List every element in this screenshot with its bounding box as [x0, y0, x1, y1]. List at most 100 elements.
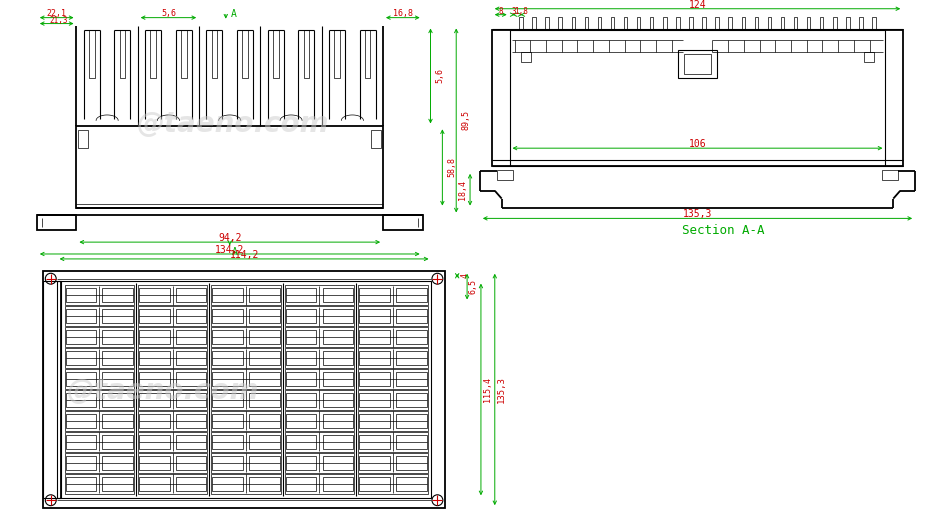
Bar [65, 390, 134, 410]
Bar [358, 474, 428, 494]
Bar [286, 414, 316, 428]
Bar [359, 414, 390, 428]
Bar [249, 288, 280, 302]
Bar [273, 30, 278, 79]
Bar [176, 309, 206, 323]
Bar [138, 411, 207, 431]
Bar [598, 17, 601, 31]
Bar [833, 17, 837, 31]
Bar [213, 393, 243, 407]
Bar [359, 372, 390, 386]
Bar [139, 456, 169, 470]
Text: 5,6: 5,6 [436, 69, 445, 84]
Bar [396, 351, 427, 365]
Bar [176, 477, 206, 491]
Bar [358, 453, 428, 473]
Bar [120, 30, 125, 79]
Text: 114,2: 114,2 [229, 250, 258, 260]
Bar [212, 30, 218, 79]
Bar [138, 453, 207, 473]
Bar [396, 393, 427, 407]
Bar [211, 306, 281, 326]
Bar [65, 348, 134, 368]
Bar [820, 17, 824, 31]
Bar [249, 477, 280, 491]
Bar [66, 477, 96, 491]
Text: 89,5: 89,5 [462, 110, 470, 131]
Text: 16,8: 16,8 [392, 9, 413, 18]
Bar [286, 393, 316, 407]
Bar [636, 17, 640, 31]
Bar [213, 309, 243, 323]
Bar [138, 474, 207, 494]
Bar [285, 306, 354, 326]
Text: 124: 124 [689, 0, 706, 10]
Bar [65, 432, 134, 452]
Bar [715, 17, 719, 31]
Bar [729, 17, 732, 31]
Bar [286, 372, 316, 386]
Bar [286, 456, 316, 470]
Bar [249, 414, 280, 428]
Bar [359, 435, 390, 449]
Bar [624, 17, 627, 31]
Bar [304, 30, 309, 79]
Bar [139, 435, 169, 449]
Bar [286, 330, 316, 344]
Bar [139, 288, 169, 302]
Text: 1,8: 1,8 [515, 7, 528, 16]
Bar [396, 435, 427, 449]
Bar [103, 477, 133, 491]
Bar [807, 17, 810, 31]
Bar [211, 411, 281, 431]
Text: @taeno.com: @taeno.com [137, 110, 329, 138]
Bar [781, 17, 785, 31]
Bar [520, 17, 523, 31]
Bar [213, 330, 243, 344]
Text: 18,4: 18,4 [458, 180, 466, 200]
Bar [65, 306, 134, 326]
Bar [76, 126, 383, 209]
Bar [358, 411, 428, 431]
Text: @taeno.com: @taeno.com [67, 378, 259, 406]
Bar [176, 372, 206, 386]
Text: A: A [232, 247, 238, 257]
Bar [139, 414, 169, 428]
Bar [138, 348, 207, 368]
Bar [559, 17, 561, 31]
Bar [358, 348, 428, 368]
Bar [286, 477, 316, 491]
Bar [213, 414, 243, 428]
Bar [249, 393, 280, 407]
Bar [176, 393, 206, 407]
Bar [285, 411, 354, 431]
Bar [66, 309, 96, 323]
Bar [211, 453, 281, 473]
Bar [211, 348, 281, 368]
Bar [66, 372, 96, 386]
Bar [213, 351, 243, 365]
Bar [285, 369, 354, 389]
Bar [323, 456, 353, 470]
Bar [176, 351, 206, 365]
Bar [176, 456, 206, 470]
Bar [65, 369, 134, 389]
Bar [103, 330, 133, 344]
Bar [138, 327, 207, 347]
Bar [57, 281, 431, 498]
Bar [371, 131, 381, 148]
Bar [211, 432, 281, 452]
Bar [66, 414, 96, 428]
Text: 135,3: 135,3 [683, 210, 712, 219]
Bar [249, 435, 280, 449]
Text: 58,8: 58,8 [447, 158, 457, 177]
Bar [138, 369, 207, 389]
Bar [396, 477, 427, 491]
Text: A: A [231, 9, 237, 19]
Bar [323, 309, 353, 323]
Bar [66, 456, 96, 470]
Bar [323, 330, 353, 344]
Bar [492, 31, 903, 166]
Bar [334, 30, 340, 79]
Bar [213, 456, 243, 470]
